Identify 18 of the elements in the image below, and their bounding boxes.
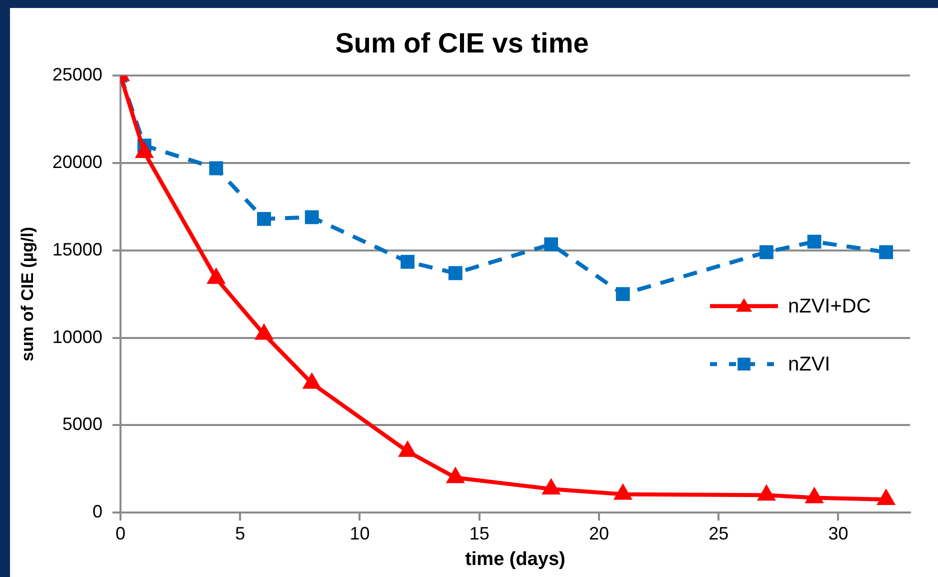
- chart-title: Sum of CIE vs time: [335, 28, 589, 59]
- y-tick-label: 5000: [62, 414, 102, 434]
- y-axis-title: sum of CIE (µg/l): [18, 226, 37, 362]
- y-tick-label: 15000: [52, 239, 102, 260]
- y-tick-label: 25000: [52, 64, 102, 85]
- x-tick-label: 25: [708, 523, 729, 544]
- y-tick-label: 10000: [52, 326, 102, 347]
- x-tick-label: 20: [588, 523, 609, 544]
- legend-label: nZVI+DC: [788, 296, 871, 318]
- x-tick-label: 10: [350, 523, 370, 544]
- x-axis-title: time (days): [465, 548, 566, 570]
- y-tick-label: 0: [92, 502, 102, 522]
- x-tick-label: 15: [469, 523, 490, 544]
- x-tick-label: 0: [115, 523, 126, 544]
- x-tick-label: 30: [828, 523, 848, 544]
- legend-label: nZVI: [788, 354, 830, 376]
- y-tick-label: 20000: [52, 152, 102, 172]
- x-tick-label: 5: [235, 523, 246, 544]
